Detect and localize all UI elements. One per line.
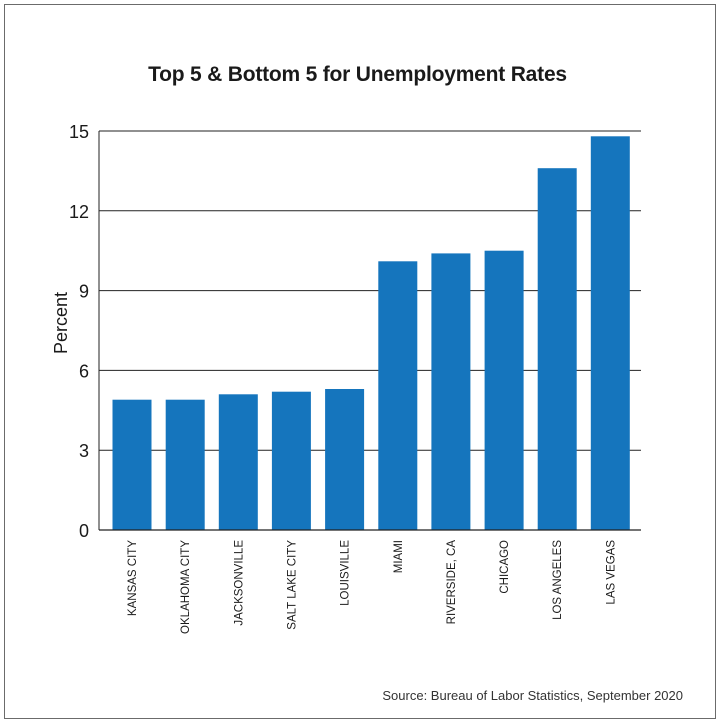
bar: [112, 399, 152, 530]
y-tick-labels: 0 3 6 9 12 15: [69, 122, 89, 541]
bar: [218, 394, 258, 530]
x-tick-label: KANSAS CITY: [127, 540, 139, 616]
x-tick-label: SALT LAKE CITY: [286, 540, 298, 630]
x-tick-label: MIAMI: [393, 540, 405, 573]
x-tick-label: LAS VEGAS: [605, 540, 617, 605]
bar: [537, 168, 577, 530]
axes: [98, 131, 641, 531]
bar: [484, 250, 524, 530]
y-tick-label: 9: [79, 282, 89, 302]
y-tick-label: 12: [69, 202, 89, 222]
x-tick-label: RIVERSIDE, CA: [446, 540, 458, 625]
y-tick-label: 3: [79, 441, 89, 461]
y-tick-label: 6: [79, 361, 89, 381]
y-tick-label: 15: [69, 122, 89, 142]
x-tick-label: CHICAGO: [499, 540, 511, 594]
bar: [165, 399, 205, 530]
x-tick-label: LOS ANGELES: [552, 540, 564, 620]
x-tick-label: LOUISVILLE: [340, 540, 352, 606]
bar: [378, 261, 418, 530]
bar: [271, 391, 311, 530]
bar: [431, 253, 471, 530]
bar: [590, 136, 630, 531]
bar: [325, 389, 365, 530]
x-tick-labels: KANSAS CITY OKLAHOMA CITY JACKSONVILLE SALT…: [127, 540, 617, 634]
y-axis-label: Percent: [51, 292, 71, 354]
chart-source: Source: Bureau of Labor Statistics, Sept…: [382, 688, 683, 703]
x-tick-label: JACKSONVILLE: [233, 540, 245, 626]
bars: [112, 136, 630, 531]
chart-title: Top 5 & Bottom 5 for Unemployment Rates: [148, 63, 567, 86]
x-tick-label: OKLAHOMA CITY: [180, 540, 192, 634]
y-tick-label: 0: [79, 521, 89, 541]
